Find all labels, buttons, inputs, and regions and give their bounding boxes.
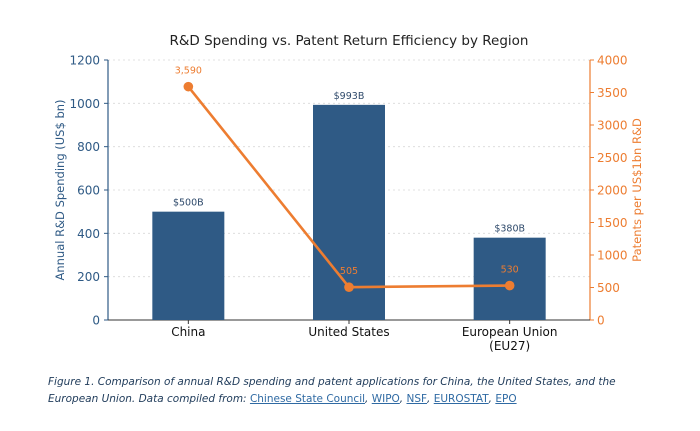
y-left-tick-label: 600	[77, 184, 100, 198]
y-left-tick-label: 200	[77, 270, 100, 284]
y-left-tick-label: 1200	[69, 54, 100, 68]
x-tick-label-2: European Union (EU27)	[462, 325, 558, 353]
y-right-axis-label: Patents per US$1bn R&D	[630, 118, 644, 262]
y-right-tick-label: 1500	[597, 216, 628, 230]
line-point-1	[344, 282, 354, 292]
line-label-0: 3,590	[175, 66, 202, 77]
figure-caption: Figure 1. Comparison of annual R&D spend…	[48, 374, 668, 408]
bar-0	[152, 211, 225, 320]
y-right-tick-label: 1000	[597, 249, 628, 263]
source-link-epo[interactable]: EPO	[495, 393, 517, 405]
line-point-0	[183, 81, 194, 92]
y-left-tick-label: 800	[77, 140, 100, 154]
x-tick-label-0: China	[171, 325, 205, 339]
chart-title: R&D Spending vs. Patent Return Efficienc…	[170, 33, 529, 49]
bar-2	[473, 237, 546, 320]
source-link-wipo[interactable]: WIPO	[371, 393, 400, 405]
bar-label-1: $993B	[334, 91, 365, 102]
y-right-tick-label: 500	[597, 281, 620, 295]
x-tick-label-1: United States	[308, 325, 389, 339]
source-links: Chinese State Council, WIPO, NSF, EUROST…	[249, 393, 517, 405]
y-right-tick-label: 3500	[597, 86, 628, 100]
y-left-tick-label: 400	[77, 227, 100, 241]
y-left-tick-label: 1000	[69, 97, 100, 111]
combo-chart: R&D Spending vs. Patent Return Efficienc…	[53, 33, 644, 353]
y-right-tick-label: 0	[597, 314, 605, 328]
line-point-2	[504, 280, 515, 291]
x-tick-label-line: (EU27)	[489, 339, 530, 353]
x-tick-label-line: China	[171, 325, 205, 339]
source-link-chinese-state-council[interactable]: Chinese State Council	[249, 393, 366, 405]
line-label-2: 530	[501, 265, 519, 276]
source-link-nsf[interactable]: NSF	[406, 393, 428, 405]
bar-label-0: $500B	[173, 198, 204, 209]
x-tick-label-line: United States	[308, 325, 389, 339]
x-tick-label-line: European Union	[462, 325, 558, 339]
caption-text: Figure 1. Comparison of annual R&D spend…	[48, 376, 616, 405]
y-right-tick-label: 2500	[597, 151, 628, 165]
y-left-axis-label: Annual R&D Spending (US$ bn)	[53, 99, 67, 280]
y-right-tick-label: 2000	[597, 184, 628, 198]
line-label-1: 505	[340, 266, 358, 277]
y-left-tick-label: 0	[92, 314, 100, 328]
bar-label-2: $380B	[494, 224, 525, 235]
y-right-tick-label: 3000	[597, 119, 628, 133]
source-link-eurostat[interactable]: EUROSTAT	[433, 393, 489, 405]
y-right-tick-label: 4000	[597, 54, 628, 68]
